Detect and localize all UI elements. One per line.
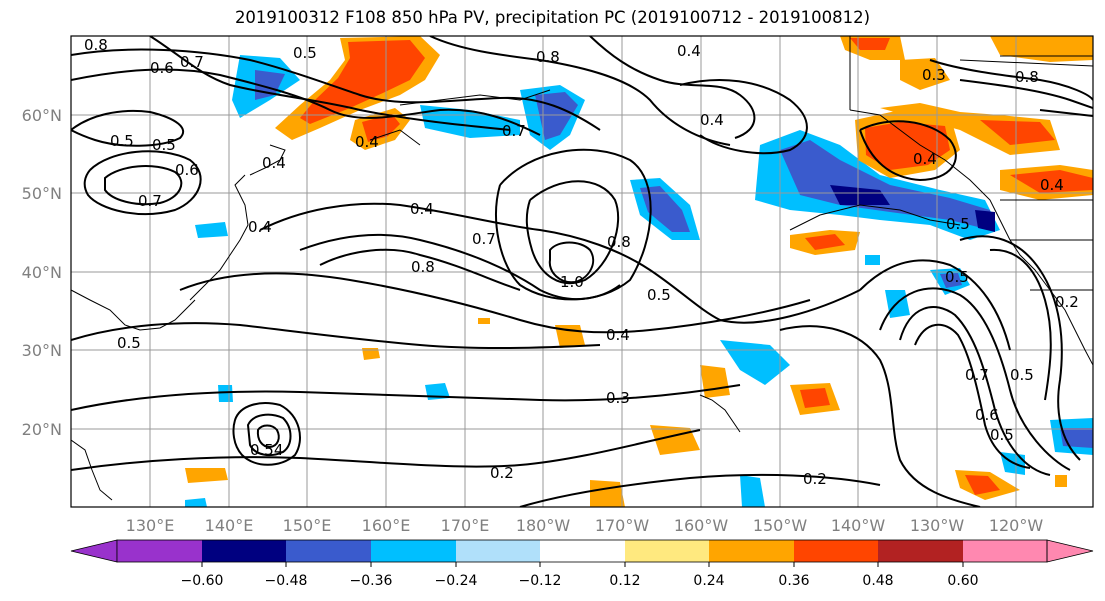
contour-label: 0.5 — [152, 136, 176, 154]
contour-label: 0.7 — [472, 230, 496, 248]
contour-label: 0.7 — [502, 122, 526, 140]
coastlines — [71, 36, 1093, 501]
lon-label: 130°E — [126, 516, 175, 535]
colorbar-segment — [371, 540, 456, 562]
lon-label: 140°E — [205, 516, 254, 535]
colorbar-segment — [625, 540, 709, 562]
colorbar-segment — [709, 540, 794, 562]
contour-label: 0.7 — [180, 53, 204, 71]
colorbar-min-extend — [70, 539, 118, 563]
contour-label: 0.4 — [355, 133, 379, 151]
contour-label: 0.2 — [490, 464, 514, 482]
contour-label: 0.4 — [606, 326, 630, 344]
contour-label: 0.5 — [946, 215, 970, 233]
contour-label: 0.7 — [138, 192, 162, 210]
longitude-labels: 130°E 140°E 150°E 160°E 170°E 180°W 170°… — [126, 516, 1044, 535]
contour-label: 0.4 — [410, 200, 434, 218]
lon-label: 120°W — [989, 516, 1044, 535]
lon-label: 150°W — [753, 516, 808, 535]
contour-label: 0.8 — [411, 258, 435, 276]
colorbar-segment — [963, 540, 1047, 562]
lon-label: 170°E — [441, 516, 490, 535]
lon-label: 140°W — [831, 516, 886, 535]
contour-label: 0.5 — [117, 334, 141, 352]
lat-label: 20°N — [22, 420, 62, 439]
lon-label: 150°E — [283, 516, 332, 535]
lon-label: 170°W — [595, 516, 650, 535]
colorbar-tick-label: 0.60 — [947, 573, 978, 589]
contour-label: 0.6 — [150, 59, 174, 77]
contour-label: 0.54 — [250, 441, 283, 459]
lat-label: 50°N — [22, 184, 62, 203]
lon-label: 130°W — [910, 516, 965, 535]
colorbar-segment — [202, 540, 286, 562]
colorbar-outline — [116, 539, 1048, 563]
colorbar-segment — [540, 540, 625, 562]
colorbar-segment — [794, 540, 878, 562]
colorbar-segment — [286, 540, 371, 562]
lat-label: 40°N — [22, 263, 62, 282]
pv-contours — [71, 36, 1093, 507]
contour-label: 0.5 — [647, 286, 671, 304]
contour-label: 0.5 — [110, 132, 134, 150]
lat-label: 60°N — [22, 106, 62, 125]
contour-label: 0.4 — [700, 111, 724, 129]
colorbar-tick-label: −0.24 — [435, 573, 478, 589]
contour-label: 0.6 — [175, 161, 199, 179]
colorbar-tick-label: 0.24 — [693, 573, 724, 589]
colorbar-segment — [117, 540, 202, 562]
contour-label: 0.4 — [1040, 176, 1064, 194]
contour-label: 0.5 — [945, 268, 969, 286]
lon-label: 160°W — [674, 516, 729, 535]
graticule — [71, 36, 1093, 507]
colorbar-segment — [456, 540, 540, 562]
contour-label: 0.8 — [84, 36, 108, 54]
colorbar-tick-label: −0.60 — [181, 573, 224, 589]
contour-label: 0.2 — [1055, 293, 1079, 311]
colorbar-tick-label: 0.48 — [862, 573, 893, 589]
map-frame — [70, 35, 1094, 508]
contour-labels: 0.8 0.5 0.6 0.7 0.8 0.4 0.5 0.4 0.4 0.7 … — [84, 36, 1079, 488]
colorbar-tick-label: −0.36 — [350, 573, 393, 589]
lat-label: 30°N — [22, 341, 62, 360]
contour-label: 0.4 — [262, 154, 286, 172]
contour-label: 0.7 — [965, 366, 989, 384]
contour-label: 0.8 — [607, 233, 631, 251]
contour-label: 0.4 — [913, 150, 937, 168]
contour-label: 0.8 — [1015, 68, 1039, 86]
colorbar-max-extend — [1046, 539, 1094, 563]
contour-label: 0.3 — [922, 66, 946, 84]
lon-label: 180°W — [516, 516, 571, 535]
colorbar-tick-label: −0.48 — [265, 573, 308, 589]
contour-label: 0.3 — [606, 389, 630, 407]
map-title: 2019100312 F108 850 hPa PV, precipitatio… — [234, 8, 871, 27]
contour-label: 0.4 — [677, 42, 701, 60]
contour-label: 0.5 — [990, 426, 1014, 444]
colorbar-tick-label: 0.12 — [609, 573, 640, 589]
contour-label: 0.4 — [248, 218, 272, 236]
colorbar-segment — [878, 540, 963, 562]
contour-label: 0.5 — [1010, 366, 1034, 384]
contour-label: 0.5 — [293, 44, 317, 62]
latitude-labels: 60°N 50°N 40°N 30°N 20°N — [22, 106, 62, 439]
contour-label: 0.8 — [536, 48, 560, 66]
colorbar-tick-label: 0.36 — [778, 573, 809, 589]
contour-label: 0.6 — [975, 406, 999, 424]
contour-label: 0.2 — [803, 470, 827, 488]
lon-label: 160°E — [362, 516, 411, 535]
colorbar-tick-label: −0.12 — [519, 573, 562, 589]
contour-label: 1.0 — [560, 273, 584, 291]
colorbar: −0.60 −0.48 −0.36 −0.24 −0.12 0.12 0.24 … — [70, 539, 1094, 589]
